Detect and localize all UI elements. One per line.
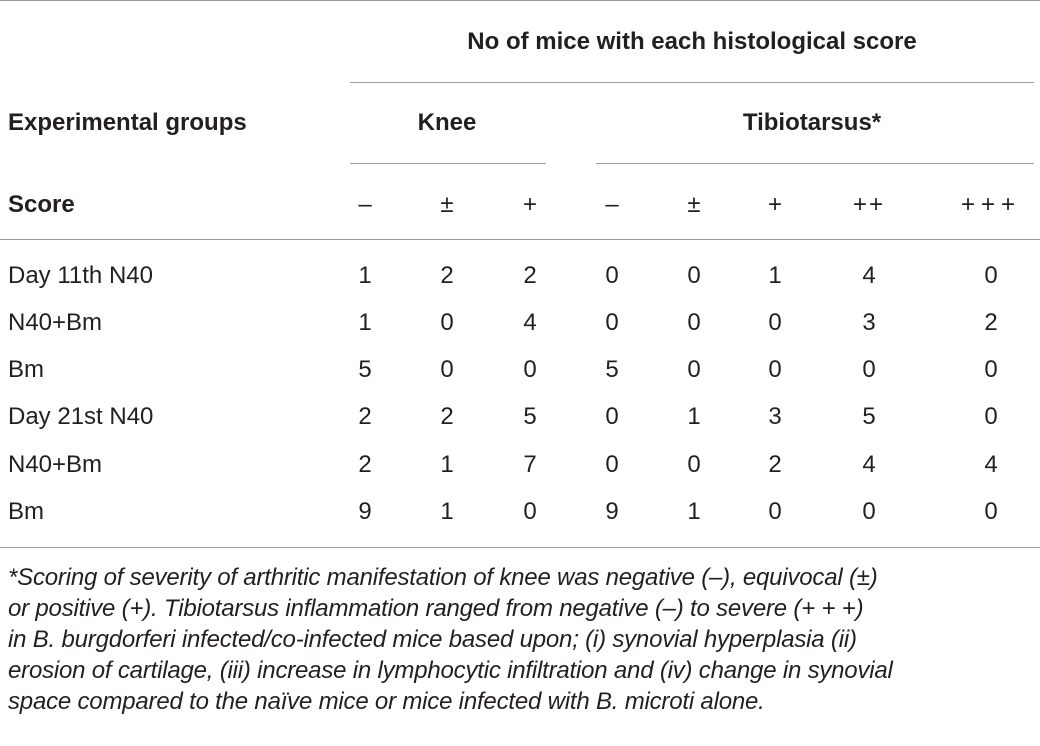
value-cell: 4	[862, 451, 876, 478]
value-cell: 1	[687, 403, 701, 430]
value-cell: 0	[984, 498, 998, 525]
score-header: Score	[8, 191, 75, 218]
value-cell: 1	[358, 309, 372, 336]
value-cell: 0	[440, 356, 454, 383]
group-cell: N40+Bm	[8, 451, 103, 478]
score-symbol: –	[358, 191, 372, 218]
value-cell: 0	[984, 262, 998, 289]
value-cell: 1	[440, 451, 454, 478]
value-cell: 0	[984, 403, 998, 430]
value-cell: 0	[862, 498, 876, 525]
value-cell: 0	[862, 356, 876, 383]
group-cell: N40+Bm	[8, 309, 103, 336]
table-supertitle: No of mice with each histological score	[467, 28, 917, 55]
value-cell: 5	[523, 403, 537, 430]
value-cell: 2	[358, 403, 372, 430]
footnote-line: erosion of cartilage, (iii) increase in …	[8, 657, 893, 684]
value-cell: 2	[358, 451, 372, 478]
value-cell: 0	[984, 356, 998, 383]
knee-rule	[350, 163, 546, 164]
value-cell: 5	[862, 403, 876, 430]
score-symbol: –	[605, 191, 619, 218]
tibiotarsus-rule	[596, 163, 1034, 164]
value-cell: 2	[440, 403, 454, 430]
header-bottom-rule	[0, 239, 1040, 240]
value-cell: 2	[768, 451, 782, 478]
score-symbol: ±	[687, 191, 701, 218]
value-cell: 7	[523, 451, 537, 478]
supertitle-rule	[350, 82, 1034, 83]
group-cell: Day 21st N40	[8, 403, 154, 430]
footnote-line: space compared to the naïve mice or mice…	[8, 688, 765, 715]
group-cell: Bm	[8, 356, 44, 383]
value-cell: 0	[605, 403, 619, 430]
value-cell: 2	[440, 262, 454, 289]
value-cell: 4	[523, 309, 537, 336]
table-footnote: *Scoring of severity of arthritic manife…	[8, 562, 1036, 717]
value-cell: 0	[687, 451, 701, 478]
value-cell: 0	[687, 262, 701, 289]
value-cell: 0	[440, 309, 454, 336]
tibiotarsus-header: Tibiotarsus*	[742, 109, 882, 136]
value-cell: 0	[605, 262, 619, 289]
value-cell: 0	[605, 451, 619, 478]
value-cell: 4	[862, 262, 876, 289]
score-symbol: +	[767, 191, 783, 218]
value-cell: 0	[523, 356, 537, 383]
value-cell: 1	[687, 498, 701, 525]
table-bottom-rule	[0, 547, 1040, 548]
experimental-groups-header: Experimental groups	[8, 109, 247, 136]
footnote-line: *Scoring of severity of arthritic manife…	[8, 564, 878, 591]
score-symbol: +	[522, 191, 538, 218]
top-rule	[0, 0, 1040, 1]
value-cell: 0	[687, 309, 701, 336]
value-cell: 2	[984, 309, 998, 336]
footnote-line: or positive (+). Tibiotarsus inflammatio…	[8, 595, 864, 622]
value-cell: 0	[768, 498, 782, 525]
value-cell: 1	[358, 262, 372, 289]
value-cell: 3	[768, 403, 782, 430]
value-cell: 4	[984, 451, 998, 478]
value-cell: 0	[687, 356, 701, 383]
value-cell: 0	[768, 356, 782, 383]
value-cell: 9	[358, 498, 372, 525]
value-cell: 5	[358, 356, 372, 383]
value-cell: 0	[768, 309, 782, 336]
value-cell: 1	[440, 498, 454, 525]
score-symbol: ++	[852, 191, 886, 218]
score-symbol: +++	[960, 191, 1022, 218]
score-symbol: ±	[440, 191, 454, 218]
value-cell: 2	[523, 262, 537, 289]
group-cell: Day 11th N40	[8, 262, 153, 289]
value-cell: 9	[605, 498, 619, 525]
value-cell: 5	[605, 356, 619, 383]
footnote-line: in B. burgdorferi infected/co-infected m…	[8, 626, 857, 653]
knee-header: Knee	[417, 109, 477, 136]
value-cell: 0	[523, 498, 537, 525]
group-cell: Bm	[8, 498, 44, 525]
value-cell: 0	[605, 309, 619, 336]
value-cell: 1	[768, 262, 782, 289]
value-cell: 3	[862, 309, 876, 336]
